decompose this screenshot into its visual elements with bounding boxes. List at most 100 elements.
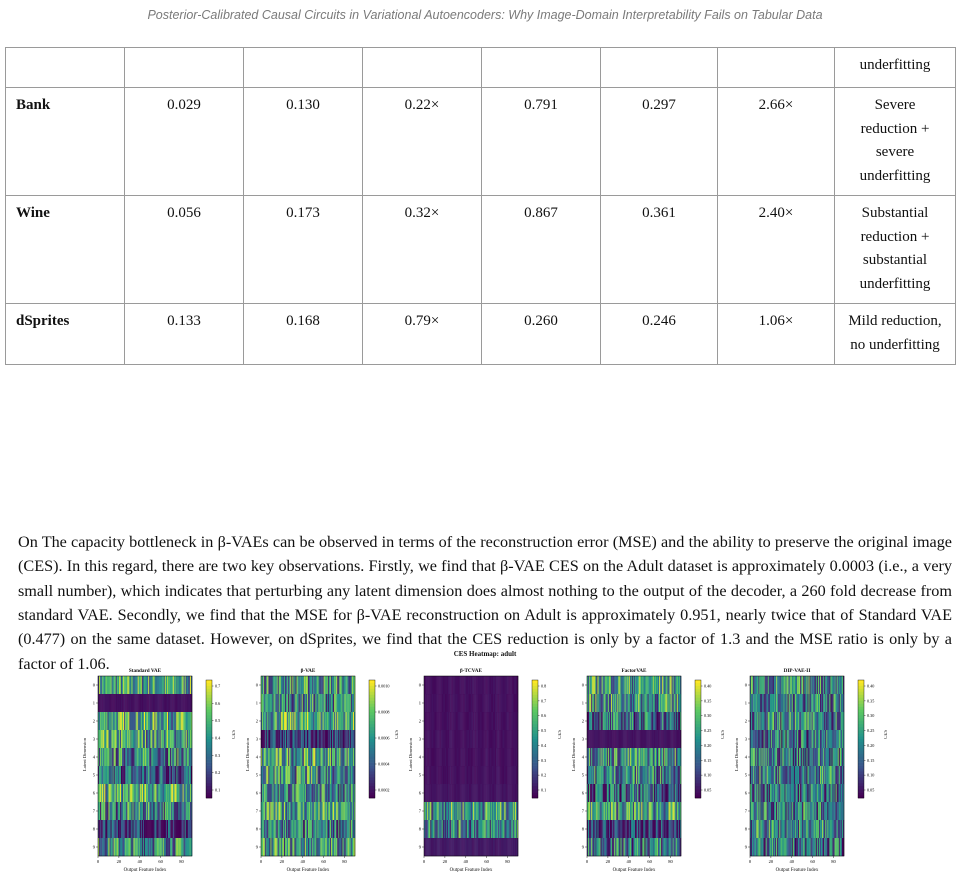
heatmap-cell [349, 694, 352, 713]
heatmap-cell [272, 748, 274, 767]
heatmap-cell [285, 712, 287, 731]
heatmap-cell [139, 730, 142, 749]
heatmap-cell [676, 802, 679, 821]
heatmap-cell [313, 766, 315, 785]
heatmap-cell [485, 820, 487, 839]
heatmap-cell [299, 676, 301, 695]
heatmap-cell [351, 820, 354, 839]
heatmap-cell [641, 766, 643, 785]
heatmap-cell [674, 802, 676, 821]
heatmap-cell [616, 802, 618, 821]
heatmap-cell [611, 676, 613, 695]
heatmap-cell [135, 766, 137, 785]
heatmap-cell [815, 838, 818, 857]
heatmap-cell [761, 676, 763, 695]
heatmap-cell [627, 766, 629, 785]
heatmap-cell [630, 766, 633, 785]
heatmap-cell [160, 712, 162, 731]
heatmap-cell [654, 802, 657, 821]
heatmap-cell [492, 694, 495, 713]
heatmap-cell [155, 838, 157, 857]
heatmap-cell [591, 676, 593, 695]
heatmap-cell [629, 838, 632, 857]
heatmap-cell [150, 730, 152, 749]
heatmap-cell [433, 784, 435, 803]
heatmap-cell [436, 838, 438, 857]
heatmap-cell [275, 748, 277, 767]
heatmap-cell [344, 766, 346, 785]
colorbar-segment [206, 765, 212, 769]
heatmap-cell [643, 712, 645, 731]
colorbar-segment [206, 703, 212, 707]
heatmap-cell [465, 694, 468, 713]
heatmap-cell [332, 694, 334, 713]
heatmap-cell [838, 820, 841, 839]
heatmap-cell [347, 802, 349, 821]
body-paragraph: On The capacity bottleneck in β-VAEs can… [18, 533, 952, 673]
heatmap-cell [130, 838, 132, 857]
heatmap-cell [788, 748, 790, 767]
colorbar-segment [858, 777, 864, 781]
heatmap-cell [496, 694, 498, 713]
heatmap-cell [119, 730, 122, 749]
heatmap-cell [117, 712, 120, 731]
heatmap-cell [502, 730, 504, 749]
heatmap-cell [630, 730, 633, 749]
heatmap-cell [589, 802, 591, 821]
heatmap-cell [140, 820, 143, 839]
heatmap-cell [626, 766, 628, 785]
heatmap-cell [664, 694, 666, 713]
colorbar-segment [369, 724, 375, 728]
heatmap-cell [645, 820, 647, 839]
heatmap-cell [504, 784, 506, 803]
heatmap-cell [501, 712, 503, 731]
y-tick-label: 8 [582, 827, 585, 832]
heatmap-cell [100, 820, 102, 839]
heatmap-cell [655, 820, 658, 839]
heatmap-cell [472, 802, 474, 821]
heatmap-cell [837, 730, 839, 749]
heatmap-cell [134, 838, 136, 857]
heatmap-cell [624, 694, 626, 713]
heatmap-cell [660, 820, 662, 839]
heatmap-cell [333, 712, 335, 731]
heatmap-cell [299, 784, 301, 803]
heatmap-cell [164, 748, 167, 767]
heatmap-cell [158, 838, 160, 857]
heatmap-cell [353, 694, 356, 713]
heatmap-cell [813, 838, 815, 857]
heatmap-cell [283, 820, 286, 839]
heatmap-cell [755, 784, 757, 803]
heatmap-cell [668, 784, 670, 803]
heatmap-cell [325, 784, 327, 803]
heatmap-cell [137, 694, 139, 713]
heatmap-cell [598, 712, 600, 731]
heatmap-cell [758, 748, 760, 767]
heatmap-cell [281, 766, 284, 785]
heatmap-cell [436, 730, 438, 749]
heatmap-cell [789, 730, 791, 749]
heatmap-cell [611, 784, 613, 803]
heatmap-cell [678, 712, 681, 731]
heatmap-cell [151, 820, 153, 839]
heatmap-cell [812, 838, 814, 857]
heatmap-cell [434, 676, 436, 695]
heatmap-cell [169, 694, 171, 713]
heatmap-cell [635, 802, 637, 821]
heatmap-cell [348, 802, 350, 821]
heatmap-cell [788, 820, 790, 839]
heatmap-cell [442, 676, 445, 695]
colorbar-segment [206, 741, 212, 746]
heatmap-cell [135, 820, 137, 839]
heatmap-cell [114, 748, 116, 767]
heatmap-cell [279, 694, 282, 713]
heatmap-cell [125, 784, 127, 803]
heatmap-cell [474, 712, 476, 731]
heatmap-cell [826, 820, 828, 839]
heatmap-cell [98, 676, 100, 695]
heatmap-cell [466, 712, 469, 731]
heatmap-cell [311, 676, 313, 695]
heatmap-cell [640, 748, 642, 767]
heatmap-cell [179, 748, 181, 767]
heatmap-cell [133, 694, 135, 713]
